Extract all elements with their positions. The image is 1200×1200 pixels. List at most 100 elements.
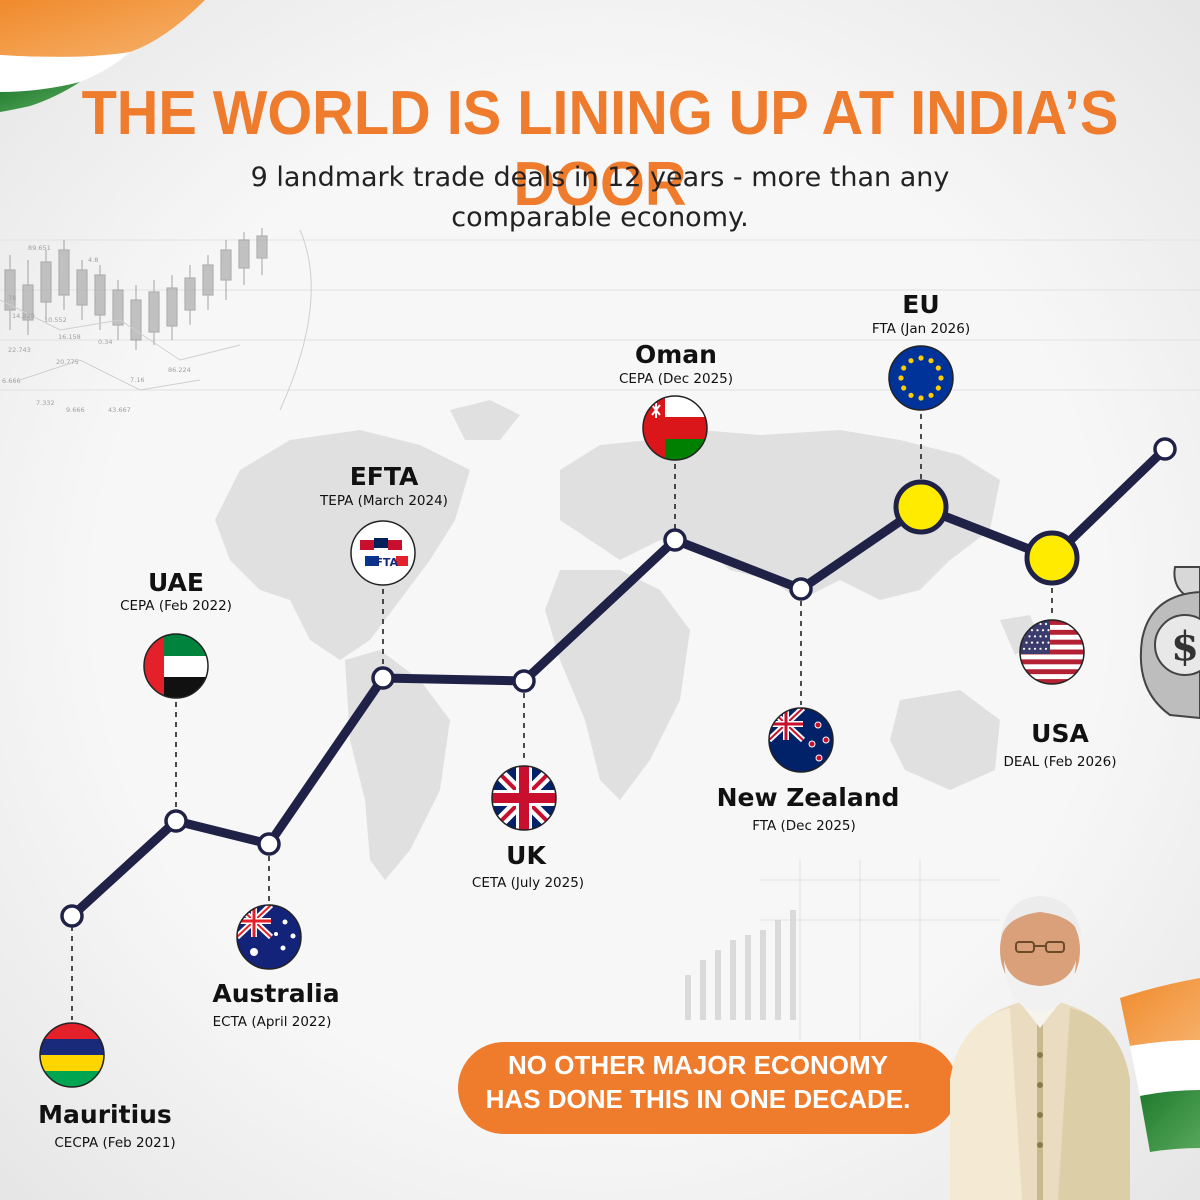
callout-line-1: NO OTHER MAJOR ECONOMY [508, 1050, 888, 1080]
background-grid [0, 239, 1200, 1040]
deal-name-mauritius: Mauritius [38, 1100, 172, 1129]
node-oman [663, 528, 687, 552]
deal-type-uae: CEPA (Feb 2022) [120, 598, 232, 614]
deal-type-australia: ECTA (April 2022) [212, 1014, 332, 1030]
background-chart-label: 22.743 [8, 346, 31, 354]
headline: THE WORLD IS LINING UP AT INDIA’S DOOR [81, 79, 1119, 219]
usa-star [1030, 629, 1034, 632]
callout-line-2: HAS DONE THIS IN ONE DECADE. [485, 1084, 911, 1114]
dashed-connectors [71, 414, 1053, 1020]
callout-text: NO OTHER MAJOR ECONOMY HAS DONE THIS IN … [458, 1048, 938, 1116]
money-bag-icon [1139, 566, 1200, 720]
usa-star [1036, 629, 1039, 632]
background-chart-label: 20.775 [56, 358, 79, 366]
subtitle-line-1: 9 landmark trade deals in 12 years - mor… [250, 162, 950, 193]
deal-name-uk: UK [506, 841, 546, 870]
eu-star [898, 375, 904, 381]
background-chart-label: 14.229 [12, 312, 35, 320]
india-flag-ribbon-top-left [0, 0, 205, 112]
background-chart-label: 89.651 [28, 244, 51, 252]
usa-stripe [1020, 679, 1084, 684]
eu-star [908, 392, 914, 398]
usa-star [1025, 641, 1028, 644]
usa-star [1039, 622, 1042, 626]
eu-star [935, 385, 941, 391]
background-chart-label: 10.552 [44, 316, 67, 324]
money-bag-dollar-symbol: $ [1171, 623, 1199, 670]
background-chart-label: 6.666 [2, 377, 21, 385]
subtitle-line-2: comparable economy. [451, 202, 749, 233]
callout-banner [458, 1042, 958, 1134]
usa-star [1022, 622, 1026, 626]
background-candlestick-chart [4, 228, 268, 350]
usa-star [1033, 635, 1037, 638]
usa-stripe [1020, 669, 1084, 675]
eu-star [928, 392, 934, 398]
eu-flag-icon [889, 346, 953, 410]
node-eu-highlight [893, 479, 949, 535]
eu-star [938, 375, 944, 381]
usa-star [1047, 641, 1050, 644]
node-efta [371, 666, 395, 690]
eu-star [935, 365, 941, 371]
usa-stripe [1020, 639, 1084, 645]
background-chart-label: 9.666 [66, 406, 85, 414]
background-bar-chart [685, 910, 796, 1020]
deal-type-uk: CETA (July 2025) [471, 875, 585, 891]
background-chart-label: 7.16 [130, 376, 144, 384]
timeline-line [67, 444, 1170, 921]
node-usa-highlight [1024, 530, 1080, 586]
deal-name-uae: UAE [148, 568, 204, 597]
node-mauritius [60, 904, 84, 928]
usa-star [1028, 647, 1031, 650]
node-uk [512, 669, 536, 693]
deal-type-mauritius: CECPA (Feb 2021) [54, 1135, 176, 1151]
eu-star [908, 358, 914, 364]
deal-name-new-zealand: New Zealand [716, 783, 900, 812]
background-chart-label: 16.158 [58, 333, 81, 341]
india-flag-ribbon-bottom-right [1120, 978, 1200, 1152]
deal-type-oman: CEPA (Dec 2025) [618, 371, 734, 387]
uk-flag-icon [492, 766, 556, 830]
node-end [1153, 437, 1177, 461]
deal-name-australia: Australia [212, 979, 340, 1008]
eu-star [901, 385, 907, 391]
background-chart-label: 0.34 [98, 338, 112, 346]
usa-star [1028, 622, 1031, 626]
usa-star [1036, 641, 1039, 644]
eu-star [928, 358, 934, 364]
deal-name-efta: EFTA [349, 462, 419, 491]
highlight-nodes [893, 479, 1080, 586]
deal-type-efta: TEPA (March 2024) [320, 493, 448, 509]
usa-stripe [1020, 649, 1084, 655]
usa-flag-icon [1020, 620, 1084, 684]
usa-star [1022, 647, 1026, 650]
node-uae [164, 809, 188, 833]
background-chart-label: 86.224 [168, 366, 191, 374]
usa-stripe [1020, 629, 1084, 635]
node-australia [257, 832, 281, 856]
usa-stripe [1020, 659, 1084, 665]
deal-type-usa: DEAL (Feb 2026) [1003, 754, 1117, 770]
background-chart-label: 7.332 [36, 399, 55, 407]
new-zealand-flag-icon [769, 708, 833, 772]
deal-name-eu: EU [902, 290, 940, 319]
node-new-zealand [789, 577, 813, 601]
efta-flag-icon [351, 521, 415, 585]
usa-star [1033, 647, 1037, 650]
usa-star [1044, 622, 1048, 626]
deal-type-eu: FTA (Jan 2026) [871, 321, 971, 337]
background-chart-labels: 89.651 4.8 78 14.229 10.552 16.158 22.743 0.34 2… [2, 244, 191, 414]
usa-star [1041, 641, 1045, 644]
eu-star [918, 395, 924, 401]
deal-type-new-zealand: FTA (Dec 2025) [752, 818, 856, 834]
usa-star [1041, 629, 1045, 632]
background-network-lines [0, 229, 312, 411]
usa-star [1030, 641, 1034, 644]
australia-flag-icon [237, 905, 301, 969]
background-chart-label: 78 [8, 294, 16, 302]
usa-star [1044, 647, 1048, 650]
background-chart-label: 43.667 [108, 406, 131, 414]
